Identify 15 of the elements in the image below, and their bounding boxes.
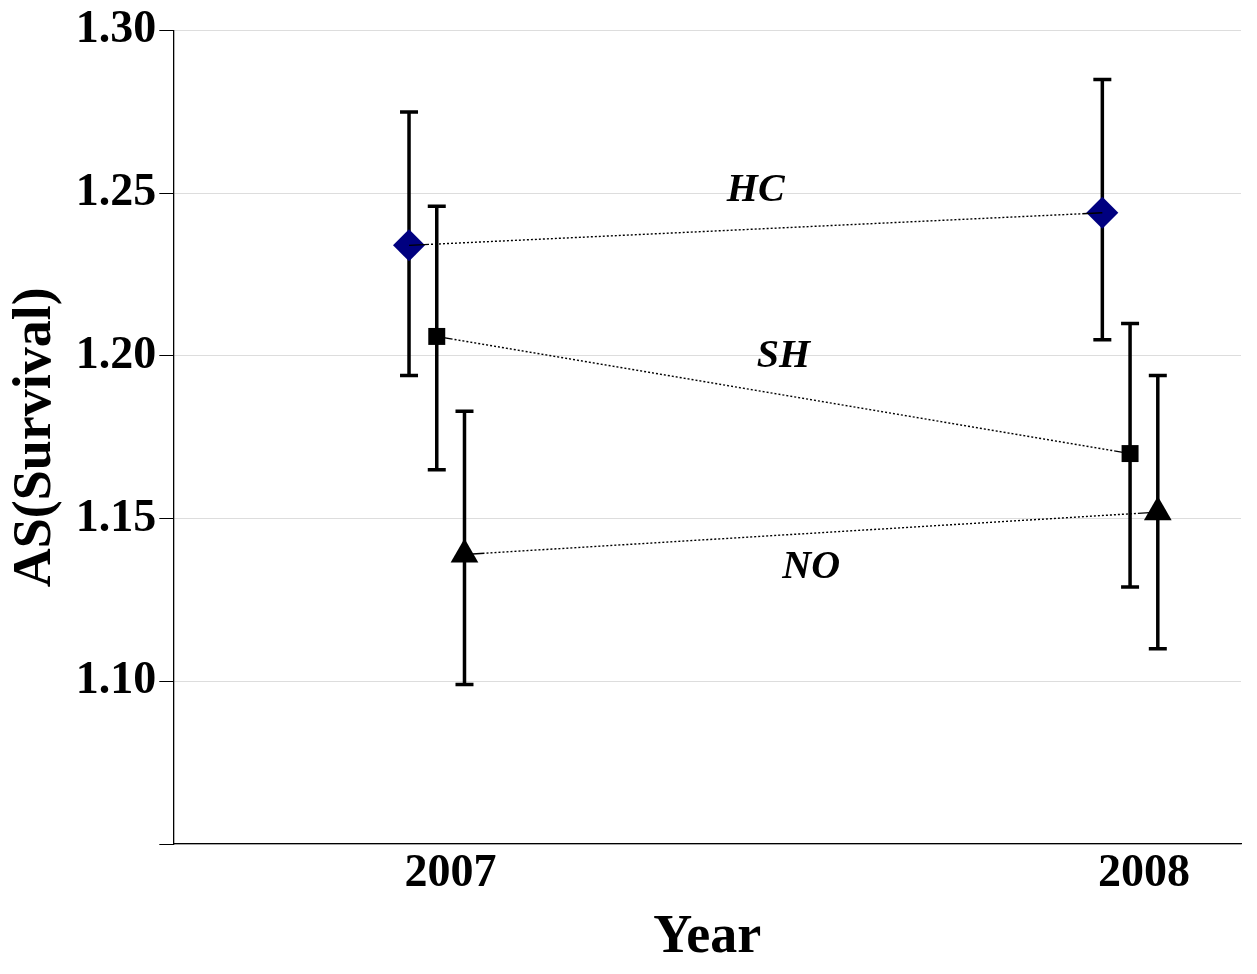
series-label: SH <box>756 331 812 377</box>
y-axis-title: AS(Survival) <box>2 287 63 588</box>
y-tick-label: 1.15 <box>75 489 157 541</box>
y-tick-label: 1.25 <box>75 164 157 216</box>
x-axis-title: Year <box>653 903 762 964</box>
point <box>1086 196 1119 229</box>
series-label: NO <box>781 541 841 587</box>
point <box>393 229 426 262</box>
y-tick-label: 1.30 <box>75 1 157 53</box>
x-tick-label: 2008 <box>1097 845 1190 897</box>
y-tick-label: 1.20 <box>75 326 157 378</box>
series-label: HC <box>725 165 786 211</box>
y-tick-label: 1.10 <box>75 652 157 704</box>
x-tick-label: 2007 <box>404 845 497 897</box>
point <box>428 327 446 345</box>
